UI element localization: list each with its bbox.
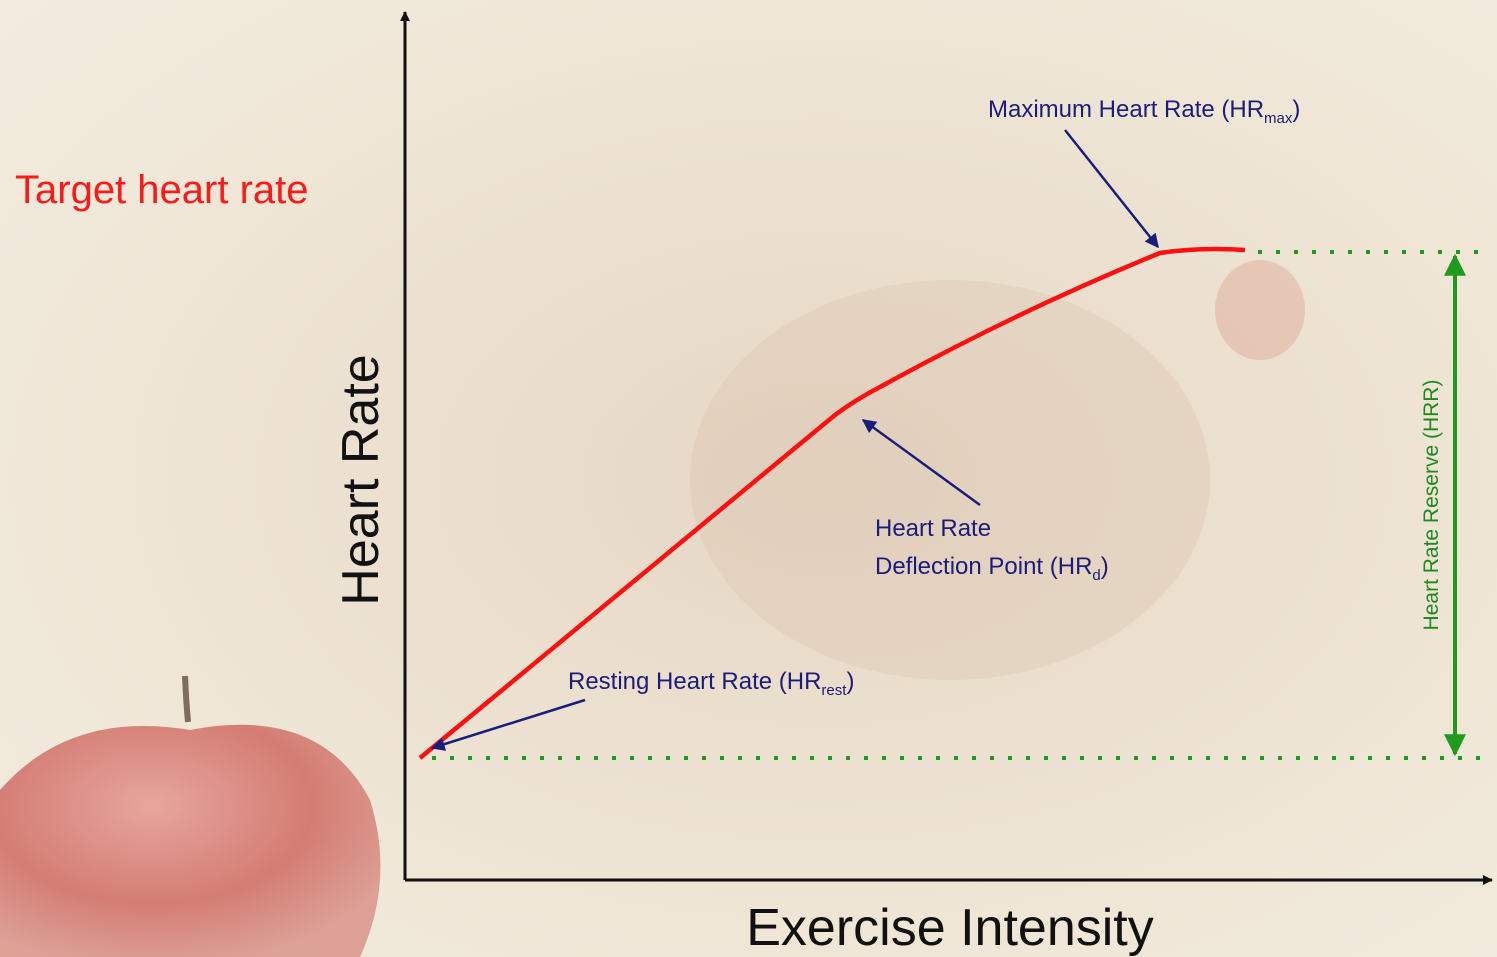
x-axis-label: Exercise Intensity bbox=[746, 899, 1154, 957]
deflection-text: Deflection Point (HR bbox=[875, 553, 1092, 580]
rest-end: ) bbox=[846, 668, 854, 695]
max-text: Maximum Heart Rate (HR bbox=[988, 96, 1264, 123]
deflection-label: Deflection Point (HRd) bbox=[875, 553, 1109, 584]
diagram: Target heart rate Heart Rate Exercise In… bbox=[0, 0, 1497, 957]
rest-sub: rest bbox=[821, 682, 847, 699]
y-axis-label: Heart Rate bbox=[332, 354, 390, 605]
page: {"title": "Target heart rate", "axes": {… bbox=[0, 0, 1497, 957]
title: Target heart rate bbox=[15, 168, 309, 212]
max-end: ) bbox=[1292, 96, 1300, 123]
deflection-line1: Heart Rate bbox=[875, 515, 991, 542]
deflection-end: ) bbox=[1101, 553, 1109, 580]
background-blur bbox=[690, 280, 1210, 680]
max-label: Maximum Heart Rate (HRmax) bbox=[988, 96, 1300, 127]
background-blur bbox=[1215, 260, 1305, 360]
reserve-label: Heart Rate Reserve (HRR) bbox=[1420, 380, 1443, 631]
deflection-sub: d bbox=[1092, 567, 1100, 584]
rest-label: Resting Heart Rate (HRrest) bbox=[568, 668, 854, 699]
max-sub: max bbox=[1264, 110, 1293, 127]
rest-text: Resting Heart Rate (HR bbox=[568, 668, 821, 695]
